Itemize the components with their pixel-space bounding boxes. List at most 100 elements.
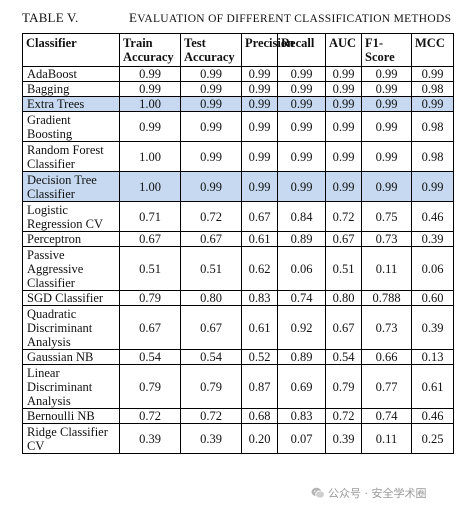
test-accuracy-cell: 0.39 [180, 423, 242, 454]
table-row: Passive Aggressive Classifier 0.51 0.51 0.6… [22, 246, 454, 291]
mcc-cell: 0.13 [411, 349, 454, 365]
test-accuracy-cell: 0.79 [180, 364, 242, 409]
auc-cell: 0.99 [325, 96, 362, 112]
header-recall: Recall [277, 33, 326, 67]
recall-cell: 0.99 [277, 66, 326, 82]
table-row: SGD Classifier 0.79 0.80 0.83 0.74 0.80 0.788 0… [22, 290, 454, 306]
f1-score-cell: 0.99 [361, 66, 412, 82]
mcc-cell: 0.98 [411, 81, 454, 97]
train-accuracy-cell: 0.39 [119, 423, 181, 454]
classifier-name-cell: Gradient Boosting [22, 111, 120, 142]
precision-cell: 0.99 [241, 66, 278, 82]
recall-cell: 0.83 [277, 408, 326, 424]
f1-score-cell: 0.75 [361, 201, 412, 232]
table-row: Logistic Regression CV 0.71 0.72 0.67 0.84 0.… [22, 201, 454, 232]
header-precision: Precision [241, 33, 294, 67]
table-row: Extra Trees 1.00 0.99 0.99 0.99 0.99 0.99 0.99 [22, 96, 454, 112]
f1-score-cell: 0.788 [361, 290, 412, 306]
f1-score-cell: 0.77 [361, 364, 412, 409]
test-accuracy-cell: 0.99 [180, 66, 242, 82]
watermark-text: 公众号 · 安全学术圈 [328, 487, 427, 500]
precision-cell: 0.61 [241, 231, 278, 247]
table-title: Evaluation of different classification m… [129, 10, 452, 25]
mcc-cell: 0.98 [411, 141, 454, 172]
precision-cell: 0.99 [241, 111, 278, 142]
mcc-cell: 0.99 [411, 66, 454, 82]
classifier-name-cell: Random Forest Classifier [22, 141, 120, 172]
table-body: AdaBoost 0.99 0.99 0.99 0.99 0.99 0.99 0.99 Bagg… [22, 66, 454, 454]
classifier-name-cell: Passive Aggressive Classifier [22, 246, 120, 291]
train-accuracy-cell: 0.54 [119, 349, 181, 365]
train-accuracy-cell: 1.00 [119, 96, 181, 112]
classifier-name-cell: Extra Trees [22, 96, 120, 112]
mcc-cell: 0.61 [411, 364, 454, 409]
auc-cell: 0.39 [325, 423, 362, 454]
auc-cell: 0.67 [325, 231, 362, 247]
precision-cell: 0.68 [241, 408, 278, 424]
recall-cell: 0.92 [277, 305, 326, 350]
mcc-cell: 0.99 [411, 96, 454, 112]
table-row: Linear Discriminant Analysis 0.79 0.79 0.87… [22, 364, 454, 409]
auc-cell: 0.99 [325, 171, 362, 202]
mcc-cell: 0.46 [411, 408, 454, 424]
train-accuracy-cell: 0.79 [119, 364, 181, 409]
classifier-name-cell: Ridge Classifier CV [22, 423, 120, 454]
results-table: Classifier Train Accuracy Test Accuracy … [22, 33, 454, 454]
f1-score-cell: 0.74 [361, 408, 412, 424]
train-accuracy-cell: 0.67 [119, 231, 181, 247]
table-row: Bagging 0.99 0.99 0.99 0.99 0.99 0.99 0.98 [22, 81, 454, 97]
precision-cell: 0.62 [241, 246, 278, 291]
header-auc: AUC [325, 33, 362, 67]
mcc-cell: 0.39 [411, 305, 454, 350]
f1-score-cell: 0.73 [361, 231, 412, 247]
header-test-accuracy: Test Accuracy [180, 33, 242, 67]
test-accuracy-cell: 0.99 [180, 111, 242, 142]
mcc-cell: 0.98 [411, 111, 454, 142]
mcc-cell: 0.60 [411, 290, 454, 306]
test-accuracy-cell: 0.72 [180, 408, 242, 424]
recall-cell: 0.74 [277, 290, 326, 306]
table-row: Random Forest Classifier 1.00 0.99 0.99 0.99… [22, 141, 454, 172]
classifier-name-cell: Quadratic Discriminant Analysis [22, 305, 120, 350]
train-accuracy-cell: 0.67 [119, 305, 181, 350]
train-accuracy-cell: 0.99 [119, 81, 181, 97]
wechat-logo-icon [311, 487, 325, 499]
auc-cell: 0.67 [325, 305, 362, 350]
recall-cell: 0.89 [277, 231, 326, 247]
auc-cell: 0.99 [325, 111, 362, 142]
classifier-name-cell: Bernoulli NB [22, 408, 120, 424]
mcc-cell: 0.99 [411, 171, 454, 202]
precision-cell: 0.99 [241, 141, 278, 172]
train-accuracy-cell: 0.71 [119, 201, 181, 232]
train-accuracy-cell: 0.72 [119, 408, 181, 424]
test-accuracy-cell: 0.80 [180, 290, 242, 306]
f1-score-cell: 0.11 [361, 423, 412, 454]
train-accuracy-cell: 0.99 [119, 66, 181, 82]
precision-cell: 0.99 [241, 81, 278, 97]
table-row: Ridge Classifier CV 0.39 0.39 0.20 0.07 0.39 0… [22, 423, 454, 454]
classifier-name-cell: Decision Tree Classifier [22, 171, 120, 202]
train-accuracy-cell: 1.00 [119, 141, 181, 172]
classifier-name-cell: Linear Discriminant Analysis [22, 364, 120, 409]
mcc-cell: 0.39 [411, 231, 454, 247]
recall-cell: 0.99 [277, 171, 326, 202]
train-accuracy-cell: 1.00 [119, 171, 181, 202]
recall-cell: 0.99 [277, 141, 326, 172]
classifier-name-cell: AdaBoost [22, 66, 120, 82]
header-mcc: MCC [411, 33, 454, 67]
recall-cell: 0.99 [277, 96, 326, 112]
precision-cell: 0.67 [241, 201, 278, 232]
test-accuracy-cell: 0.54 [180, 349, 242, 365]
classifier-name-cell: SGD Classifier [22, 290, 120, 306]
auc-cell: 0.72 [325, 408, 362, 424]
precision-cell: 0.52 [241, 349, 278, 365]
header-train-accuracy: Train Accuracy [119, 33, 181, 67]
recall-cell: 0.06 [277, 246, 326, 291]
precision-cell: 0.99 [241, 96, 278, 112]
table-row: Quadratic Discriminant Analysis 0.67 0.67 0… [22, 305, 454, 350]
mcc-cell: 0.46 [411, 201, 454, 232]
recall-cell: 0.84 [277, 201, 326, 232]
auc-cell: 0.54 [325, 349, 362, 365]
f1-score-cell: 0.73 [361, 305, 412, 350]
table-row: AdaBoost 0.99 0.99 0.99 0.99 0.99 0.99 0.99 [22, 66, 454, 82]
